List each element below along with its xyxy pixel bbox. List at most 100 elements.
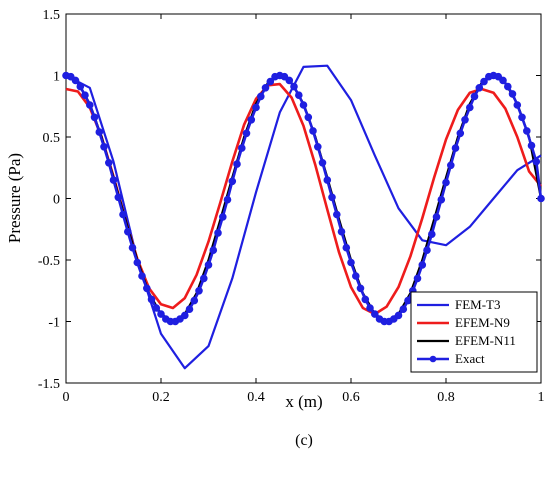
data-point-exact xyxy=(252,103,260,112)
y-tick-label: 1 xyxy=(53,70,60,85)
data-point-exact xyxy=(432,213,441,221)
data-point-exact xyxy=(90,113,99,122)
y-tick-label: 0.5 xyxy=(43,131,61,146)
data-point-exact xyxy=(138,272,146,280)
data-point-exact xyxy=(508,90,517,98)
data-point-exact xyxy=(81,91,89,99)
data-point-exact xyxy=(124,227,132,236)
data-point-exact xyxy=(200,274,208,283)
data-point-exact xyxy=(185,305,194,314)
data-point-exact xyxy=(119,210,127,219)
data-point-exact xyxy=(228,177,237,186)
data-point-exact xyxy=(304,113,313,122)
data-point-exact xyxy=(86,101,94,109)
data-point-exact xyxy=(266,77,275,86)
data-point-exact xyxy=(447,161,455,170)
data-point-exact xyxy=(204,261,213,269)
data-point-exact xyxy=(323,176,332,184)
data-point-exact xyxy=(428,230,436,238)
data-point-exact xyxy=(404,296,412,305)
data-point-exact xyxy=(352,272,360,280)
data-point-exact xyxy=(143,284,151,293)
data-point-exact xyxy=(114,193,123,202)
data-point-exact xyxy=(333,210,341,219)
x-tick-label: 0.4 xyxy=(247,390,265,405)
data-point-exact xyxy=(456,129,465,138)
data-point-exact xyxy=(238,144,246,152)
data-point-exact xyxy=(314,143,322,151)
x-tick-label: 0.8 xyxy=(437,390,455,405)
legend-label-efem-n9: EFEM-N9 xyxy=(455,315,510,330)
data-point-exact xyxy=(318,159,327,167)
data-point-exact xyxy=(233,160,241,168)
data-point-exact xyxy=(285,76,294,85)
data-point-exact xyxy=(399,305,408,314)
data-point-exact xyxy=(466,103,474,112)
data-point-exact xyxy=(95,128,104,136)
data-point-exact xyxy=(257,92,265,101)
data-point-exact xyxy=(394,311,403,320)
data-point-exact xyxy=(413,274,422,283)
data-point-exact xyxy=(295,91,303,99)
y-tick-label: 0 xyxy=(53,193,60,208)
x-tick-label: 0.6 xyxy=(342,390,360,405)
data-point-exact xyxy=(152,304,161,312)
axes: 0 0.2 0.4 0.6 0.8 1 1.5 1 0.5 0 -0.5 -1 -1.5 xyxy=(38,8,545,405)
data-point-exact xyxy=(437,195,446,204)
data-point-exact xyxy=(147,295,156,304)
legend-label-efem-n11: EFEM-N11 xyxy=(455,333,516,348)
data-point-exact xyxy=(418,261,427,269)
data-point-exact xyxy=(328,193,336,202)
data-point-exact xyxy=(242,129,251,138)
data-point-exact xyxy=(475,84,484,92)
data-point-exact xyxy=(442,178,450,187)
data-point-exact xyxy=(523,127,531,135)
data-point-exact xyxy=(290,82,298,91)
data-point-exact xyxy=(499,76,507,85)
data-point-exact xyxy=(518,113,526,122)
y-axis-label: Pressure (Pa) xyxy=(5,153,24,243)
data-point-exact xyxy=(461,116,469,124)
data-point-exact xyxy=(105,159,113,167)
legend-label-fem-t3: FEM-T3 xyxy=(455,297,501,312)
data-point-exact xyxy=(480,77,488,86)
data-point-exact xyxy=(128,243,137,252)
series-group xyxy=(62,64,545,370)
data-point-exact xyxy=(451,144,460,152)
data-point-exact xyxy=(342,243,351,252)
data-point-exact xyxy=(309,127,317,135)
data-point-exact xyxy=(337,227,346,236)
legend: FEM-T3 EFEM-N9 EFEM-N11 Exact xyxy=(410,291,538,373)
data-point-exact xyxy=(261,84,270,92)
y-tick-label: -1.5 xyxy=(38,377,60,392)
data-point-exact xyxy=(532,157,541,166)
data-point-exact xyxy=(209,246,218,254)
data-point-exact xyxy=(76,82,85,91)
x-tick-label: 0 xyxy=(63,390,70,405)
data-point-exact xyxy=(100,143,108,151)
data-point-exact xyxy=(157,310,165,318)
data-point-exact xyxy=(214,229,222,237)
y-tick-label: -1 xyxy=(48,316,60,331)
figure-caption: (c) xyxy=(295,432,313,449)
data-point-exact xyxy=(527,141,536,150)
data-point-exact xyxy=(247,116,256,124)
data-point-exact xyxy=(470,92,479,101)
data-point-exact xyxy=(356,284,365,293)
legend-label-exact: Exact xyxy=(455,351,485,366)
data-point-exact xyxy=(347,258,355,267)
data-point-exact xyxy=(513,101,522,109)
x-tick-label: 0.2 xyxy=(152,390,170,405)
data-point-exact xyxy=(133,258,142,267)
data-point-exact xyxy=(219,213,227,221)
data-point-exact xyxy=(223,195,232,204)
data-point-exact xyxy=(109,176,118,184)
x-tick-label: 1 xyxy=(538,390,545,405)
series-line-efem-n9 xyxy=(65,82,543,316)
data-point-exact xyxy=(366,304,374,312)
data-point-exact xyxy=(361,295,370,304)
data-point-exact xyxy=(71,76,80,85)
data-point-exact xyxy=(181,311,189,320)
legend-marker-exact xyxy=(429,355,437,363)
